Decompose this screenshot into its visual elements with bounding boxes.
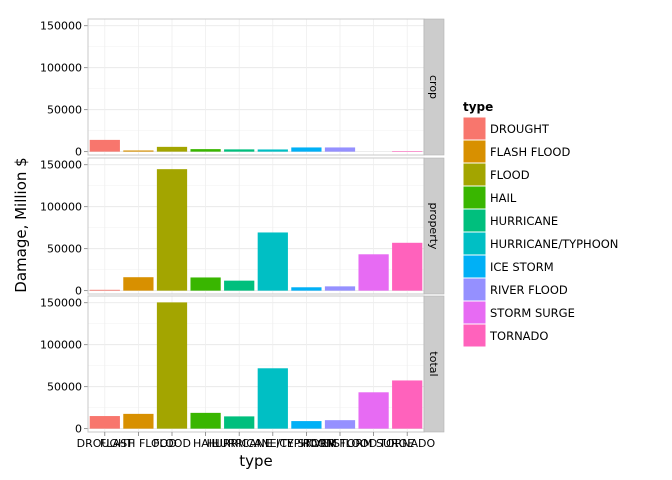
y-tick-label: 100000 [40, 62, 82, 75]
facet-strip-label: total [427, 351, 440, 376]
y-tick-label: 0 [75, 423, 82, 436]
y-tick-label: 150000 [40, 159, 82, 172]
bar-ice-storm [291, 147, 322, 152]
x-axis-label: type [239, 452, 273, 470]
legend-label: TORNADO [489, 329, 548, 343]
facet-strip [423, 157, 445, 295]
bar-hurricane-typhoon [257, 149, 288, 152]
legend-key [462, 300, 487, 325]
x-tick-label: HURRICANE [207, 437, 272, 450]
facet-panels: 0 50000 100000 150000 crop 0 50000 100000 150000… [40, 18, 445, 436]
y-tick-label: 50000 [47, 243, 82, 256]
legend-key [462, 254, 487, 279]
bar-hurricane-typhoon [257, 368, 288, 429]
x-tick-label: DROUGHT [77, 437, 134, 450]
bar-hurricane [224, 149, 255, 152]
bar-hurricane-typhoon [257, 232, 288, 291]
x-tick-label: HURRICANE/TYPHOON [211, 437, 334, 450]
bar-flood [156, 302, 188, 429]
legend-label: HURRICANE [490, 214, 558, 228]
bar-hurricane [224, 416, 255, 429]
legend-label: FLOOD [490, 168, 530, 182]
y-tick-label: 0 [75, 285, 82, 298]
bar-drought [89, 289, 120, 291]
legend-key [462, 323, 487, 348]
legend-key [462, 231, 487, 256]
facet-panel-property: 0 50000 100000 150000 property [40, 157, 445, 298]
legend-key [462, 208, 487, 233]
y-axis-label: Damage, Million $ [12, 157, 30, 292]
legend-key [462, 162, 487, 187]
bar-hail [190, 412, 221, 429]
y-tick-label: 0 [75, 146, 82, 159]
legend-key [462, 277, 487, 302]
legend-title: type [463, 100, 493, 114]
panel-background [88, 19, 424, 155]
facet-strip [423, 295, 445, 433]
x-tick-label: TORNADO [378, 437, 435, 450]
bar-tornado [392, 151, 423, 152]
legend-label: STORM SURGE [490, 306, 575, 320]
legend-key [462, 139, 487, 164]
bar-tornado [392, 242, 423, 291]
legend-label: RIVER FLOOD [490, 283, 568, 297]
bar-river-flood [324, 286, 356, 291]
y-tick-label: 50000 [47, 104, 82, 117]
bar-ice-storm [291, 421, 322, 429]
bar-tornado [392, 380, 423, 429]
x-tick-label: RIVER FLOOD [303, 437, 377, 450]
legend-items: DROUGHT FLASH FLOOD FLOOD HAIL HURRICANE HURR… [462, 116, 618, 348]
legend-label: HURRICANE/TYPHOON [490, 237, 618, 251]
bar-flash-flood [123, 277, 154, 291]
y-tick-label: 150000 [40, 20, 82, 33]
bar-flash-flood [123, 150, 154, 152]
bar-drought [89, 416, 120, 429]
legend-key [462, 116, 487, 141]
legend-key [462, 185, 487, 210]
x-tick-label: FLASH FLOOD [100, 437, 177, 450]
facet-panel-total: 0 50000 100000 150000 total [40, 295, 445, 436]
y-tick-label: 100000 [40, 339, 82, 352]
facet-strip [423, 18, 445, 156]
bar-flash-flood [123, 413, 154, 429]
x-tick-label: FLOOD [153, 437, 191, 450]
facet-strip-label: property [427, 202, 440, 250]
bar-drought [89, 139, 120, 152]
bar-ice-storm [291, 287, 322, 291]
bar-storm-surge [358, 392, 389, 429]
bar-hail [190, 149, 221, 152]
x-tick-label: STORM SURGE [333, 437, 414, 450]
y-tick-label: 100000 [40, 201, 82, 214]
bar-storm-surge [358, 254, 389, 291]
legend-label: HAIL [490, 191, 517, 205]
x-tick-label: HAIL [193, 437, 219, 450]
legend-label: DROUGHT [490, 122, 550, 136]
bar-flood [156, 146, 188, 152]
bar-river-flood [324, 147, 356, 152]
facet-strip-label: crop [427, 75, 440, 99]
bar-river-flood [324, 420, 356, 429]
legend: type DROUGHT FLASH FLOOD FLOOD HAIL HURRICAN… [462, 100, 618, 348]
legend-label: ICE STORM [490, 260, 554, 274]
bar-hurricane [224, 280, 255, 291]
legend-label: FLASH FLOOD [490, 145, 570, 159]
bar-flood [156, 169, 188, 291]
y-tick-label: 50000 [47, 381, 82, 394]
bar-hail [190, 277, 221, 291]
facet-panel-crop: 0 50000 100000 150000 crop [40, 18, 445, 159]
y-tick-label: 150000 [40, 297, 82, 310]
x-tick-label: ICE STORM [276, 437, 337, 450]
